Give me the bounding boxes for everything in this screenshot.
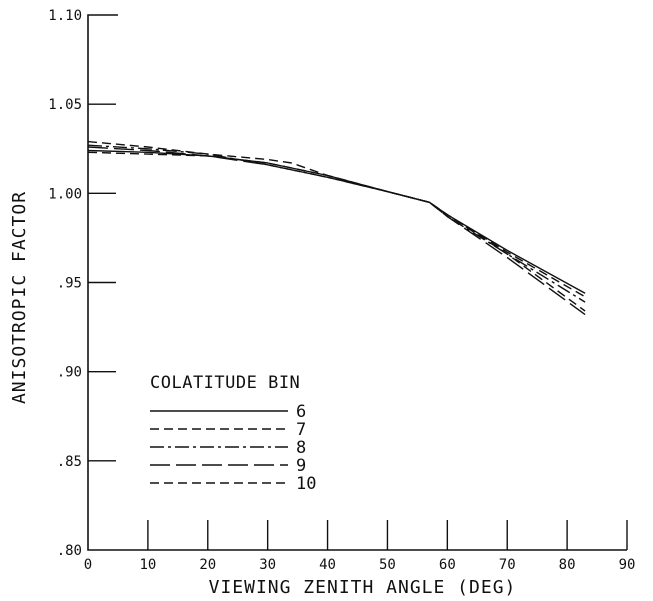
y-tick-label: .95: [57, 276, 82, 292]
x-tick-label: 70: [499, 557, 516, 573]
x-tick-label: 80: [559, 557, 576, 573]
y-ticks: .80 .85 .90 .95 1.00 1.05 1.10: [48, 8, 116, 559]
y-tick-label: .80: [57, 543, 82, 559]
axes: [87, 14, 627, 551]
x-tick-label: 90: [619, 557, 636, 573]
y-tick-label: .90: [57, 365, 82, 381]
x-tick-label: 30: [259, 557, 276, 573]
x-tick-label: 60: [439, 557, 456, 573]
legend-title: COLATITUDE BIN: [150, 373, 300, 393]
legend-label-9: 9: [296, 456, 306, 476]
series-line-10: [87, 151, 586, 298]
y-tick-label: 1.10: [48, 8, 82, 24]
legend-label-7: 7: [296, 420, 306, 440]
legend-label-10: 10: [296, 474, 316, 494]
x-tick-label: 50: [379, 557, 396, 573]
series-line-7: [87, 140, 586, 312]
series-line-8: [87, 144, 586, 303]
series-line-6: [87, 149, 586, 294]
x-tick-label: 10: [139, 557, 156, 573]
x-tick-label: 20: [199, 557, 216, 573]
series-line-9: [87, 146, 586, 316]
y-axis-title: ANISOTROPIC FACTOR: [9, 191, 30, 404]
series-group: [87, 140, 586, 316]
y-tick-label: 1.05: [48, 97, 82, 113]
y-tick-label: .85: [57, 454, 82, 470]
x-axis-title: VIEWING ZENITH ANGLE (DEG): [209, 577, 517, 598]
x-tick-label: 0: [84, 557, 92, 573]
x-ticks: 0 10 20 30 40 50 60 70 80 90: [84, 520, 636, 573]
y-tick-label: 1.00: [48, 186, 82, 202]
legend-label-6: 6: [296, 402, 306, 422]
x-tick-label: 40: [319, 557, 336, 573]
legend-label-8: 8: [296, 438, 306, 458]
axis-frame: [87, 14, 627, 551]
